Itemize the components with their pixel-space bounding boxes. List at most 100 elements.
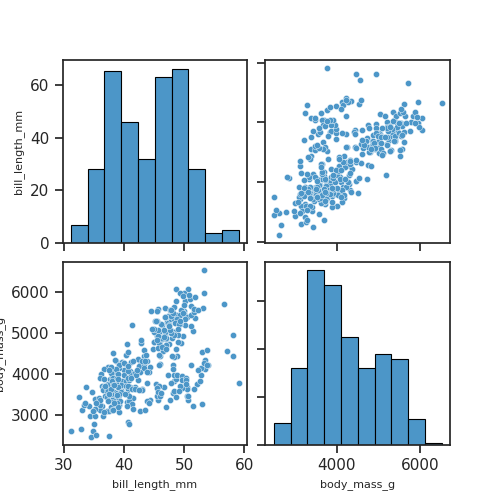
Point	[322, 194, 330, 202]
Point	[118, 378, 126, 386]
Point	[167, 312, 175, 320]
Point	[200, 358, 208, 366]
Point	[128, 374, 136, 382]
Point	[338, 130, 346, 138]
Point	[370, 139, 378, 147]
Point	[153, 384, 161, 392]
Bar	[205, 233, 222, 243]
Point	[120, 360, 128, 368]
Point	[356, 140, 364, 147]
Point	[124, 348, 132, 356]
Point	[150, 324, 158, 332]
Point	[90, 395, 98, 403]
Point	[314, 142, 322, 150]
Point	[397, 130, 405, 138]
Point	[344, 178, 352, 186]
Point	[376, 130, 384, 138]
Point	[303, 216, 311, 224]
Point	[413, 113, 421, 121]
Point	[334, 156, 342, 164]
Point	[170, 328, 177, 336]
Point	[369, 131, 377, 139]
Point	[172, 376, 180, 384]
Point	[114, 374, 122, 382]
Point	[310, 189, 318, 197]
Point	[153, 307, 161, 315]
Point	[116, 388, 124, 396]
Point	[372, 70, 380, 78]
Point	[180, 310, 188, 318]
Point	[307, 144, 315, 152]
Point	[312, 190, 320, 198]
Point	[328, 192, 336, 200]
Point	[174, 320, 182, 328]
Point	[382, 140, 390, 148]
Point	[315, 188, 323, 196]
Point	[296, 208, 304, 216]
Point	[406, 127, 414, 135]
Point	[328, 184, 336, 192]
Point	[156, 392, 164, 400]
Point	[347, 188, 355, 196]
Point	[161, 314, 169, 322]
Point	[160, 333, 168, 341]
Point	[130, 382, 138, 390]
Point	[394, 119, 402, 127]
Point	[346, 170, 354, 177]
Point	[136, 362, 143, 370]
Point	[104, 364, 112, 372]
Point	[196, 377, 203, 385]
Point	[168, 334, 175, 342]
Point	[369, 140, 377, 148]
Point	[324, 64, 332, 72]
Point	[152, 318, 160, 326]
Point	[102, 394, 110, 402]
Point	[314, 175, 322, 183]
Point	[333, 202, 341, 209]
Point	[108, 406, 116, 414]
Point	[110, 399, 118, 407]
Bar	[324, 284, 341, 445]
Point	[155, 351, 163, 359]
Point	[150, 338, 158, 345]
Point	[334, 171, 342, 179]
Point	[342, 174, 349, 182]
Bar	[222, 230, 238, 243]
Point	[173, 352, 181, 360]
Point	[172, 286, 180, 294]
Point	[127, 370, 135, 378]
Point	[357, 96, 365, 104]
Point	[302, 183, 310, 191]
Point	[310, 114, 318, 122]
Point	[377, 132, 385, 140]
Point	[122, 351, 130, 359]
Point	[346, 162, 354, 170]
Point	[92, 412, 100, 420]
Point	[382, 118, 390, 126]
Point	[400, 128, 408, 136]
Point	[306, 173, 314, 181]
Point	[345, 171, 353, 179]
Point	[322, 200, 330, 208]
Point	[336, 105, 344, 113]
Point	[168, 328, 176, 336]
Point	[161, 304, 169, 312]
Point	[164, 319, 172, 327]
Point	[310, 116, 318, 124]
Point	[125, 376, 133, 384]
Point	[381, 112, 389, 120]
Point	[220, 300, 228, 308]
Point	[116, 381, 124, 389]
Point	[324, 147, 332, 155]
Point	[112, 378, 120, 386]
Point	[318, 160, 326, 168]
Point	[335, 188, 343, 196]
Point	[198, 348, 206, 356]
Point	[338, 198, 346, 206]
Point	[114, 403, 122, 411]
Point	[375, 137, 383, 145]
Point	[92, 400, 100, 407]
Bar	[425, 442, 442, 445]
Point	[154, 344, 162, 352]
Point	[88, 388, 96, 396]
